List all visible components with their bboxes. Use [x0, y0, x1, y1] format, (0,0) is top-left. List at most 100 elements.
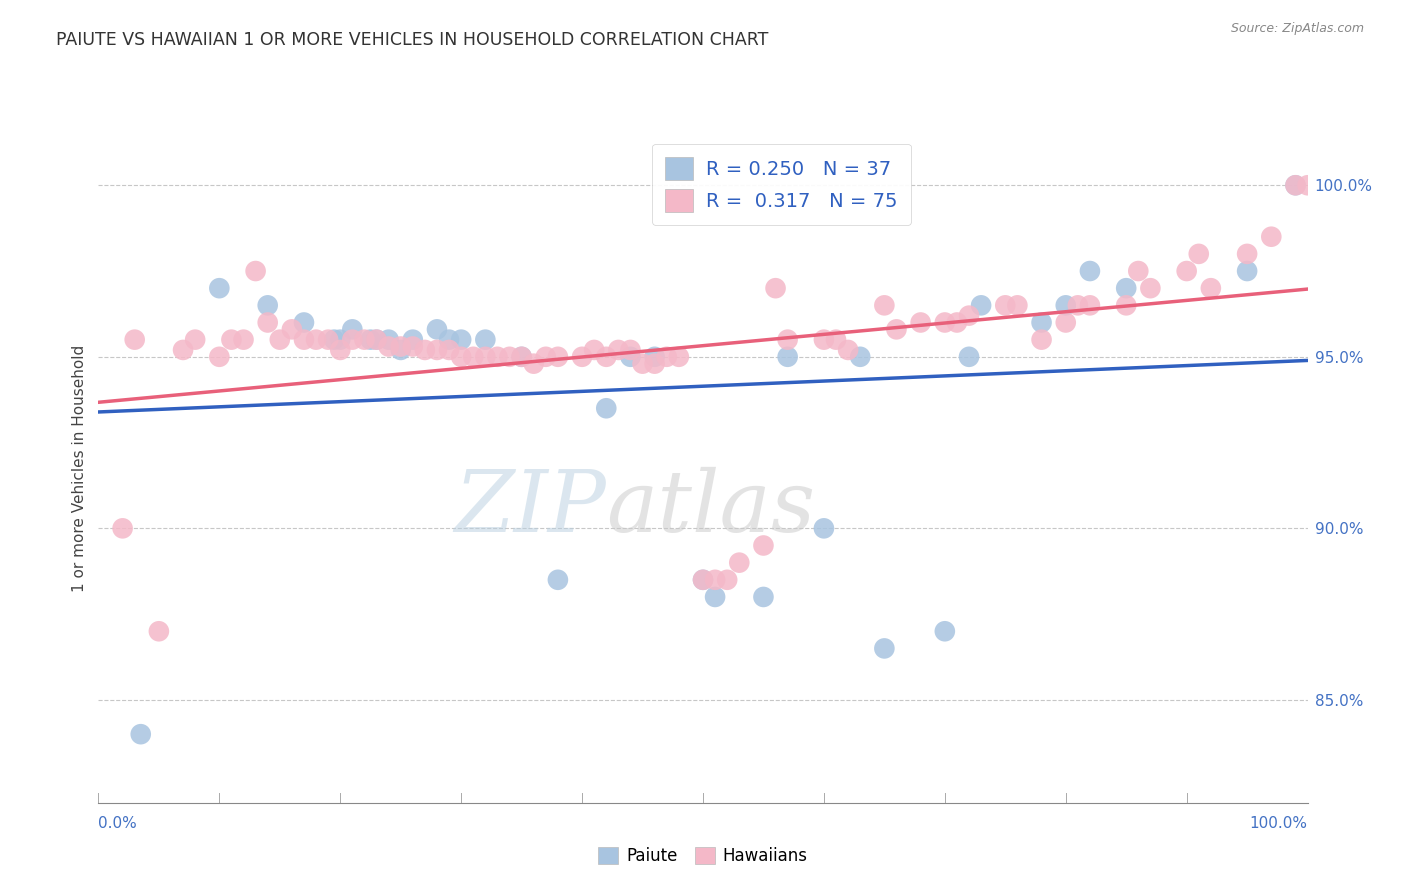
Point: [595, 350, 617, 364]
Point: [1284, 178, 1306, 193]
Text: 0.0%: 0.0%: [98, 816, 138, 831]
Point: [873, 641, 896, 656]
Point: [245, 264, 267, 278]
Point: [377, 333, 399, 347]
Point: [534, 350, 557, 364]
Point: [886, 322, 908, 336]
Point: [692, 573, 714, 587]
Text: PAIUTE VS HAWAIIAN 1 OR MORE VEHICLES IN HOUSEHOLD CORRELATION CHART: PAIUTE VS HAWAIIAN 1 OR MORE VEHICLES IN…: [56, 31, 769, 49]
Point: [281, 322, 304, 336]
Point: [583, 343, 606, 357]
Point: [1054, 316, 1077, 330]
Point: [426, 343, 449, 357]
Point: [946, 316, 969, 330]
Point: [716, 573, 738, 587]
Point: [498, 350, 520, 364]
Text: Source: ZipAtlas.com: Source: ZipAtlas.com: [1230, 22, 1364, 36]
Point: [1260, 229, 1282, 244]
Point: [873, 298, 896, 312]
Point: [752, 539, 775, 553]
Point: [292, 333, 315, 347]
Point: [1115, 298, 1137, 312]
Point: [450, 350, 472, 364]
Point: [366, 333, 388, 347]
Point: [450, 333, 472, 347]
Point: [571, 350, 593, 364]
Point: [256, 298, 278, 312]
Point: [970, 298, 993, 312]
Point: [437, 343, 460, 357]
Point: [776, 333, 799, 347]
Point: [463, 350, 485, 364]
Point: [329, 333, 352, 347]
Point: [704, 590, 727, 604]
Point: [704, 573, 727, 587]
Point: [934, 316, 956, 330]
Point: [668, 350, 690, 364]
Point: [644, 357, 666, 371]
Text: 100.0%: 100.0%: [1250, 816, 1308, 831]
Point: [389, 339, 412, 353]
Point: [1054, 298, 1077, 312]
Point: [994, 298, 1017, 312]
Point: [595, 401, 617, 416]
Point: [342, 322, 364, 336]
Point: [316, 333, 339, 347]
Point: [342, 333, 364, 347]
Point: [644, 350, 666, 364]
Point: [1078, 264, 1101, 278]
Point: [607, 343, 630, 357]
Point: [825, 333, 848, 347]
Point: [305, 333, 328, 347]
Point: [1236, 247, 1258, 261]
Point: [1188, 247, 1211, 261]
Point: [813, 333, 835, 347]
Point: [1007, 298, 1029, 312]
Point: [957, 309, 980, 323]
Legend: Paiute, Hawaiians: Paiute, Hawaiians: [592, 840, 814, 871]
Point: [474, 350, 496, 364]
Point: [1284, 178, 1306, 193]
Point: [486, 350, 509, 364]
Point: [323, 333, 346, 347]
Point: [1128, 264, 1150, 278]
Y-axis label: 1 or more Vehicles in Household: 1 or more Vehicles in Household: [72, 344, 87, 592]
Point: [1115, 281, 1137, 295]
Point: [353, 333, 375, 347]
Point: [631, 357, 654, 371]
Point: [510, 350, 533, 364]
Point: [474, 333, 496, 347]
Text: ZIP: ZIP: [454, 467, 606, 549]
Point: [208, 350, 231, 364]
Point: [547, 350, 569, 364]
Point: [221, 333, 243, 347]
Point: [1031, 316, 1053, 330]
Point: [776, 350, 799, 364]
Point: [957, 350, 980, 364]
Point: [692, 573, 714, 587]
Text: atlas: atlas: [606, 467, 815, 549]
Point: [752, 590, 775, 604]
Point: [148, 624, 170, 639]
Point: [1139, 281, 1161, 295]
Point: [426, 322, 449, 336]
Point: [655, 350, 678, 364]
Point: [510, 350, 533, 364]
Point: [111, 521, 134, 535]
Point: [129, 727, 152, 741]
Point: [523, 357, 546, 371]
Point: [184, 333, 207, 347]
Point: [1031, 333, 1053, 347]
Point: [1078, 298, 1101, 312]
Point: [813, 521, 835, 535]
Point: [292, 316, 315, 330]
Point: [1236, 264, 1258, 278]
Point: [765, 281, 787, 295]
Point: [837, 343, 859, 357]
Point: [377, 339, 399, 353]
Point: [437, 333, 460, 347]
Point: [402, 333, 425, 347]
Point: [402, 339, 425, 353]
Point: [232, 333, 254, 347]
Point: [256, 316, 278, 330]
